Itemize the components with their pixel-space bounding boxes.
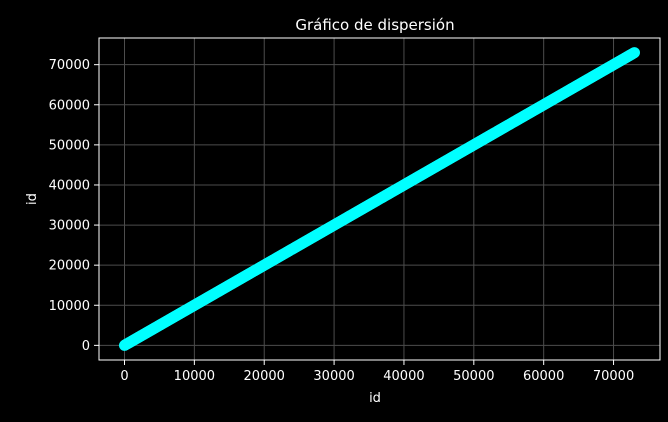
y-tick-label: 30000 — [49, 219, 90, 234]
y-tick-label: 10000 — [49, 299, 90, 314]
x-axis-label: id — [369, 391, 381, 406]
scatter-point — [629, 47, 640, 59]
x-tick-label: 70000 — [593, 369, 634, 384]
x-tick-label: 20000 — [244, 369, 285, 384]
scatter-points — [119, 47, 640, 351]
x-axis-ticks: 0 10000 20000 30000 40000 50000 60000 70000 — [120, 360, 634, 384]
x-tick-label: 10000 — [174, 369, 215, 384]
plot-frame — [98, 37, 661, 361]
x-tick-label: 40000 — [383, 369, 424, 384]
y-tick-label: 0 — [82, 339, 90, 354]
x-tick-label: 60000 — [523, 369, 564, 384]
y-axis-label: id — [25, 193, 40, 205]
y-tick-label: 20000 — [49, 259, 90, 274]
y-axis-ticks: 0 10000 20000 30000 40000 50000 60000 70000 — [49, 58, 99, 354]
grid-lines — [99, 38, 660, 360]
y-tick-label: 70000 — [49, 58, 90, 73]
chart-title: Gráfico de dispersión — [295, 16, 454, 34]
x-tick-label: 50000 — [453, 369, 494, 384]
x-tick-label: 0 — [120, 369, 128, 384]
y-tick-label: 60000 — [49, 98, 90, 113]
x-tick-label: 30000 — [313, 369, 354, 384]
y-tick-label: 40000 — [49, 178, 90, 193]
y-tick-label: 50000 — [49, 138, 90, 153]
